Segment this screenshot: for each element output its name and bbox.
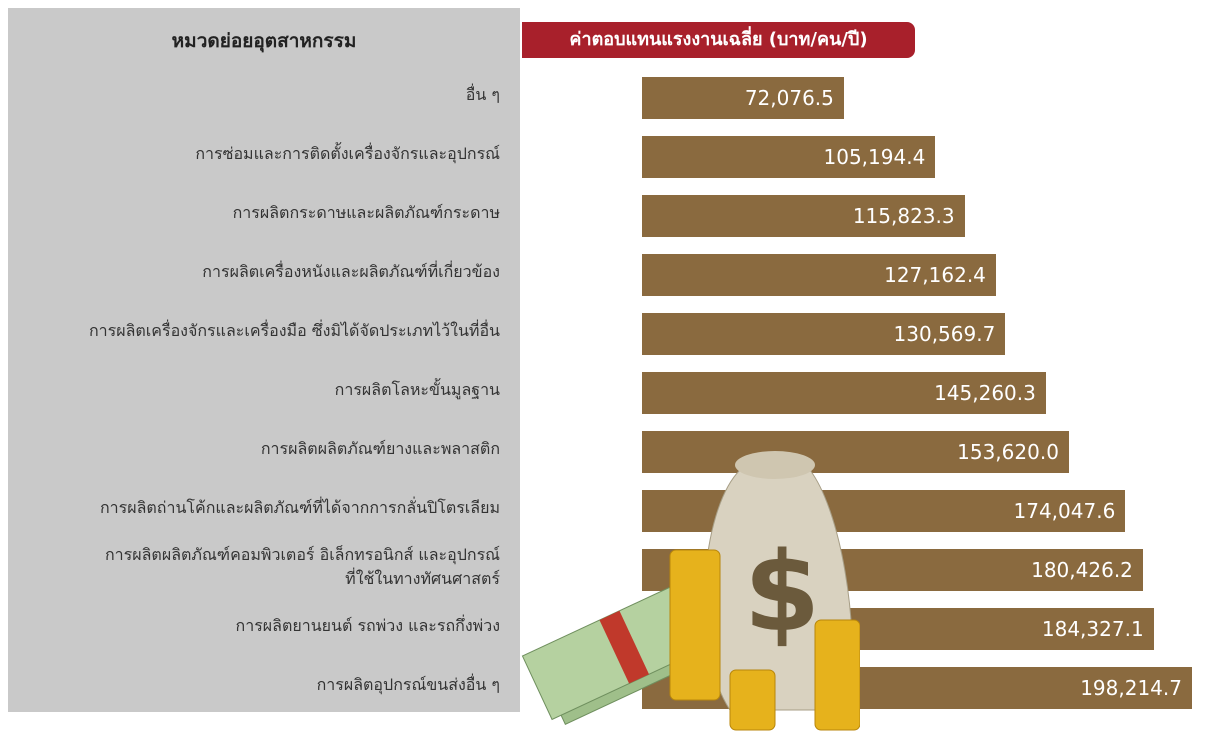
- category-label: การผลิตถ่านโค้กและผลิตภัณฑ์ที่ได้จากการก…: [99, 498, 500, 517]
- bar: [642, 372, 1046, 414]
- category-label: การผลิตเครื่องหนังและผลิตภัณฑ์ที่เกี่ยวข…: [202, 262, 500, 281]
- category-label: การผลิตผลิตภัณฑ์คอมพิวเตอร์ อิเล็กทรอนิก…: [104, 545, 500, 588]
- category-label: การซ่อมและการติดตั้งเครื่องจักรและอุปกรณ…: [195, 144, 500, 163]
- value-label: 198,214.7: [1080, 676, 1182, 700]
- value-label: 72,076.5: [744, 86, 834, 110]
- value-label: 127,162.4: [884, 263, 986, 287]
- category-label: การผลิตกระดาษและผลิตภัณฑ์กระดาษ: [232, 203, 500, 222]
- money-illustration: $: [521, 451, 860, 731]
- value-label: 153,620.0: [957, 440, 1059, 464]
- value-label: 184,327.1: [1041, 617, 1144, 641]
- bar: [642, 195, 965, 237]
- chart-title: หมวดย่อยอุตสาหกรรม: [171, 30, 357, 52]
- svg-text:$: $: [744, 528, 821, 656]
- category-label: การผลิตโลหะขั้นมูลฐาน: [334, 380, 500, 399]
- category-panel: [8, 8, 520, 712]
- category-label: การผลิตเครื่องจักรและเครื่องมือ ซึ่งมิได…: [88, 321, 500, 340]
- value-label: 174,047.6: [1013, 499, 1116, 523]
- bar: [642, 431, 1069, 473]
- category-label: การผลิตยานยนต์ รถพ่วง และรถกึ่งพ่วง: [235, 616, 500, 635]
- value-label: 115,823.3: [852, 204, 955, 228]
- bar: [642, 136, 936, 178]
- bar: [642, 254, 996, 296]
- category-label: อื่น ๆ: [465, 85, 500, 104]
- value-label: 180,426.2: [1031, 558, 1133, 582]
- value-label: 105,194.4: [823, 145, 926, 169]
- bar: [642, 313, 1006, 355]
- value-label: 145,260.3: [934, 381, 1036, 405]
- category-label: การผลิตผลิตภัณฑ์ยางและพลาสติก: [260, 439, 500, 458]
- value-label: 130,569.7: [893, 322, 996, 346]
- value-title: ค่าตอบแทนแรงงานเฉลี่ย (บาท/คน/ปี): [522, 22, 915, 58]
- bar: [642, 77, 844, 119]
- category-label: การผลิตอุปกรณ์ขนส่งอื่น ๆ: [316, 675, 500, 694]
